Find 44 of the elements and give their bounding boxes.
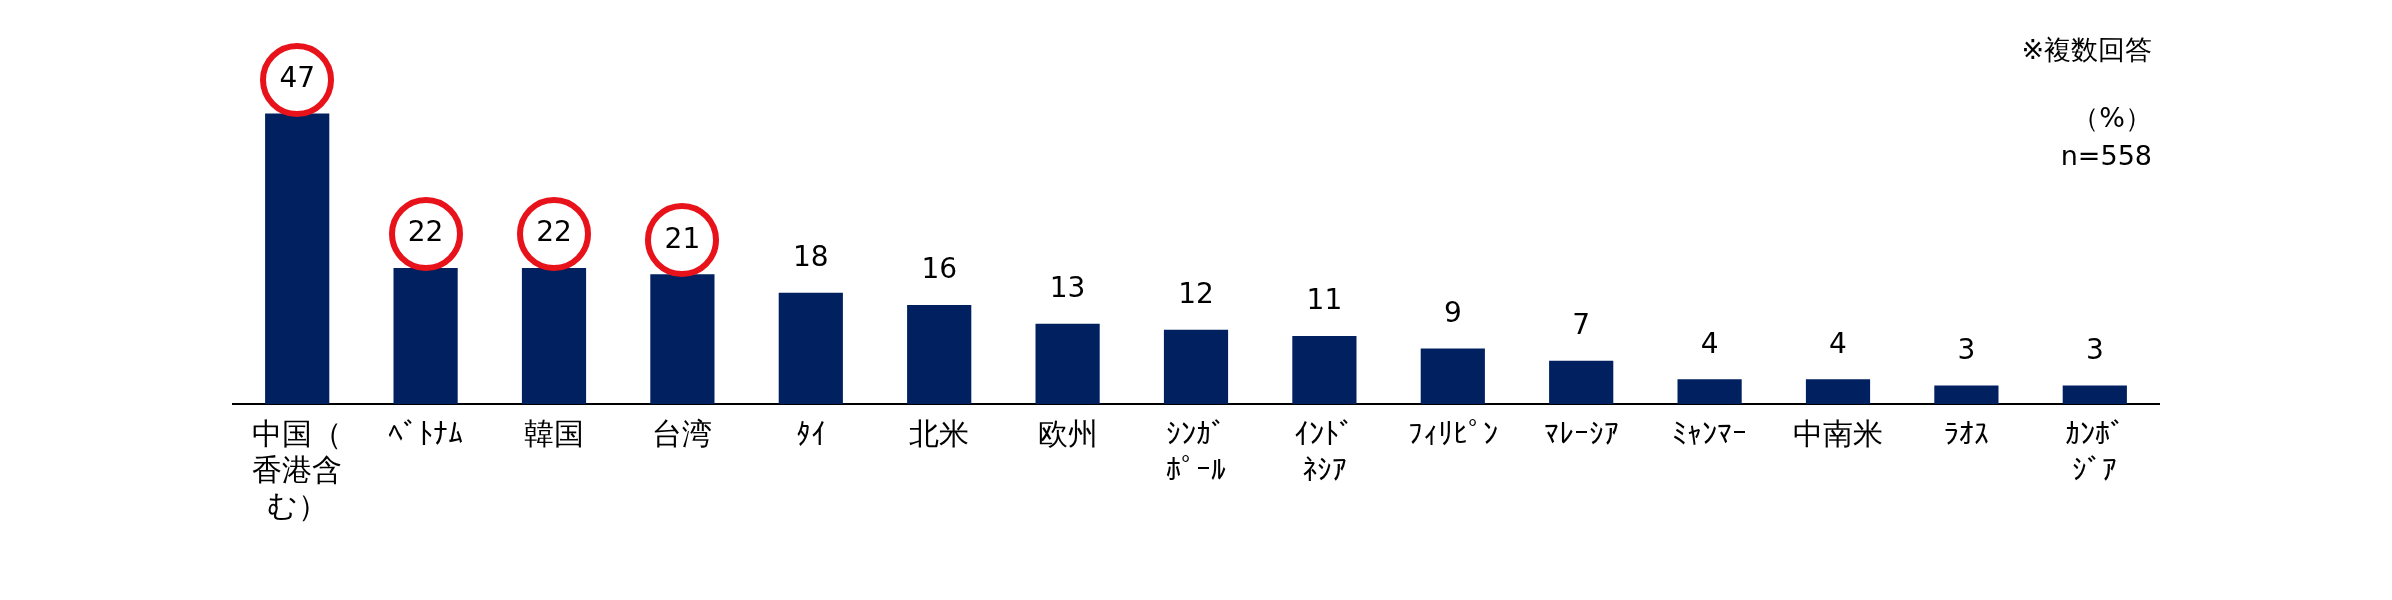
data-label: 4 bbox=[1829, 326, 1847, 360]
bar bbox=[1163, 329, 1229, 404]
x-tick-label: ﾌｨﾘﾋﾟﾝ bbox=[1407, 415, 1498, 451]
bar bbox=[778, 292, 843, 404]
bar bbox=[1035, 323, 1100, 404]
data-label: 9 bbox=[1443, 295, 1462, 329]
bar bbox=[1805, 379, 1871, 404]
bar bbox=[907, 305, 972, 404]
data-label: 22 bbox=[407, 215, 444, 249]
x-tick-label: 北米 bbox=[909, 415, 970, 451]
data-label: 18 bbox=[792, 240, 829, 274]
bar bbox=[1934, 385, 1999, 404]
x-tick-label: ﾗｵｽ bbox=[1943, 415, 1989, 451]
x-tick-label: ﾐｬﾝﾏｰ bbox=[1672, 415, 1748, 451]
data-label: 3 bbox=[1957, 332, 1976, 366]
bar bbox=[2062, 385, 2127, 404]
data-label: 11 bbox=[1306, 283, 1343, 317]
annotation: （%） bbox=[2072, 101, 2152, 135]
bar bbox=[1677, 379, 1742, 404]
bar bbox=[1420, 348, 1485, 404]
data-label: 16 bbox=[921, 252, 958, 286]
x-tick-label: 欧州 bbox=[1037, 415, 1098, 451]
data-label: 7 bbox=[1572, 308, 1591, 342]
x-tick-label: 台湾 bbox=[652, 415, 713, 451]
data-label: 22 bbox=[536, 215, 572, 249]
x-tick-label: 中国（香港含む） bbox=[252, 415, 343, 523]
x-tick-label: ｶﾝﾎﾞｼﾞｱ bbox=[2064, 415, 2125, 487]
data-label: 4 bbox=[1700, 326, 1719, 360]
data-label: 21 bbox=[664, 221, 701, 255]
x-tick-label: ﾏﾚｰｼｱ bbox=[1543, 415, 1619, 451]
annotation: n=558 bbox=[2060, 140, 2152, 171]
x-tick-label: ｲﾝﾄﾞﾈｼｱ bbox=[1294, 415, 1355, 487]
data-label: 47 bbox=[279, 60, 316, 94]
bar bbox=[1292, 336, 1357, 404]
x-tick-label: ﾍﾞﾄﾅﾑ bbox=[388, 415, 464, 451]
x-tick-label: ﾀｲ bbox=[795, 415, 826, 451]
x-tick-label: 中南米 bbox=[1793, 415, 1883, 451]
data-label: 13 bbox=[1049, 270, 1086, 304]
x-tick-label: 韓国 bbox=[524, 415, 584, 451]
data-label: 3 bbox=[2085, 332, 2104, 366]
x-tick-label: ｼﾝｶﾞﾎﾟｰﾙ bbox=[1166, 415, 1226, 487]
text: ※複数回答 bbox=[2021, 33, 2152, 67]
bar bbox=[1549, 360, 1614, 404]
data-label: 12 bbox=[1178, 277, 1214, 311]
